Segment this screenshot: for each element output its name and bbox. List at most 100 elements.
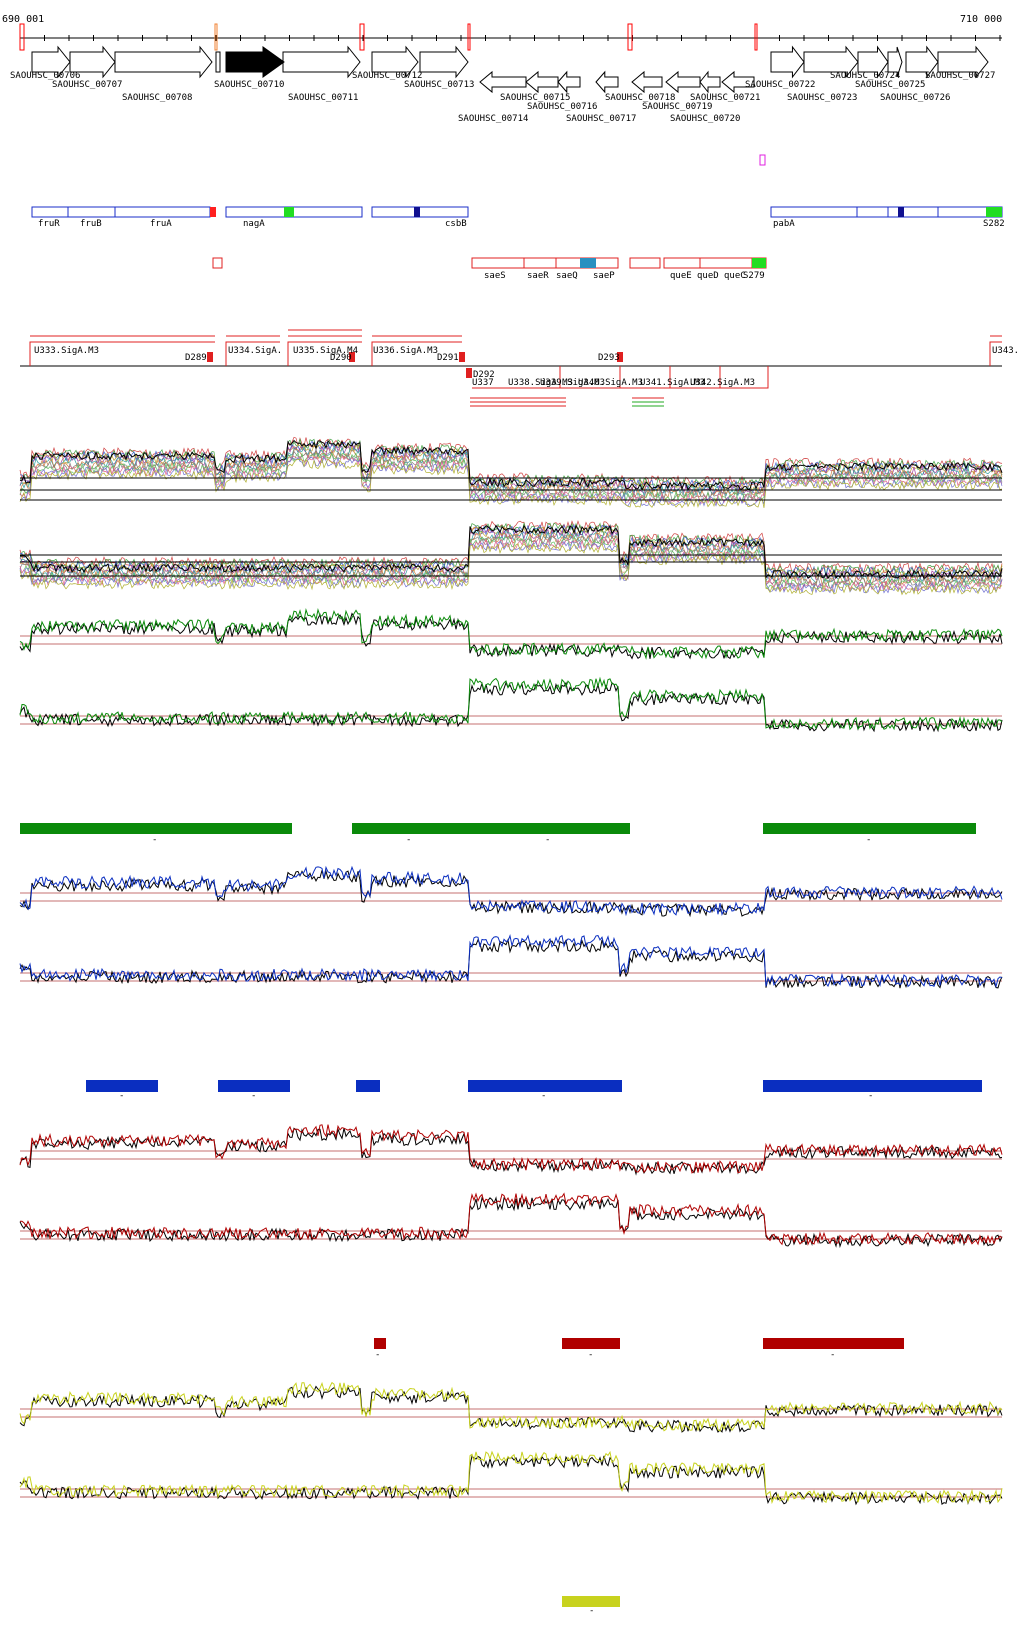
orf-label[interactable]: SAOUHSC_00715 — [500, 93, 571, 103]
terminator-marker — [349, 352, 355, 362]
gene-label[interactable]: saeQ — [556, 271, 578, 281]
orf-label[interactable]: SAOUHSC_00712 — [352, 71, 423, 81]
magenta-marker — [759, 154, 766, 166]
ruler-marker — [19, 23, 25, 51]
terminator-label[interactable]: D291 — [437, 353, 459, 363]
promoter-label[interactable]: U340.SigA.M3 — [578, 378, 644, 388]
gene-feature-green — [986, 207, 1002, 217]
signal-line-condition — [19, 1450, 1003, 1505]
condition-bar — [763, 1080, 982, 1092]
orf-label[interactable]: SAOUHSC_00720 — [670, 114, 741, 124]
promoter-label[interactable]: U335.SigA.M4 — [293, 346, 359, 356]
orf-arrow-forward — [69, 45, 116, 79]
orf-label[interactable]: SAOUHSC_00706 — [10, 71, 81, 81]
orf-label[interactable]: SAOUHSC_00726 — [880, 93, 951, 103]
orf-label[interactable]: SAOUHSC_00724 — [830, 71, 901, 81]
orf-label[interactable]: SAOUHSC_00710 — [214, 80, 285, 90]
gene-label[interactable]: saeP — [593, 271, 615, 281]
condition-bar — [562, 1596, 620, 1607]
orf-label[interactable]: SAOUHSC_00718 — [605, 93, 676, 103]
promoter-reverse — [720, 366, 769, 389]
condition-bar-mark: - — [251, 1091, 257, 1101]
gene-label[interactable]: S282 — [983, 219, 1005, 229]
gene-label[interactable]: queC — [724, 271, 746, 281]
orf-label[interactable]: SAOUHSC_00727 — [925, 71, 996, 81]
condition-bar — [374, 1338, 386, 1349]
signal-line-multicolor — [19, 450, 1003, 501]
signal-line-reference — [19, 869, 1003, 918]
orf-label[interactable]: SAOUHSC_00721 — [690, 93, 761, 103]
terminator-marker — [617, 352, 623, 362]
gene-label[interactable]: fruB — [80, 219, 102, 229]
orf-label[interactable]: SAOUHSC_00711 — [288, 93, 359, 103]
promoter-label[interactable]: U342.SigA.M3 — [690, 378, 756, 388]
terminator-label[interactable]: D292 — [473, 370, 495, 380]
orf-label[interactable]: SAOUHSC_00713 — [404, 80, 475, 90]
signal-line-multicolor — [19, 534, 1003, 588]
orf-label[interactable]: SAOUHSC_00725 — [855, 80, 926, 90]
orf-arrow-reverse — [525, 70, 559, 94]
orf-arrow-forward — [905, 45, 939, 79]
orf-label[interactable]: SAOUHSC_00707 — [52, 80, 123, 90]
gene-label[interactable]: saeR — [527, 271, 549, 281]
orf-label[interactable]: SAOUHSC_00723 — [787, 93, 858, 103]
promoter-label[interactable]: U343. — [992, 346, 1020, 356]
condition-bar-mark: - — [868, 1091, 874, 1101]
gene-label[interactable]: fruR — [38, 219, 60, 229]
gene-label[interactable]: S279 — [743, 271, 765, 281]
orf-arrow-forward — [419, 45, 469, 79]
signal-line-condition — [19, 676, 1003, 731]
gene-label[interactable]: pabA — [773, 219, 795, 229]
promoter-forward — [371, 341, 462, 366]
orf-arrow-reverse — [595, 70, 619, 94]
signal-line-multicolor — [19, 535, 1003, 591]
gene-label[interactable]: fruA — [150, 219, 172, 229]
gene-box-forward — [114, 206, 211, 218]
promoter-label[interactable]: U336.SigA.M3 — [373, 346, 439, 356]
gene-box-forward — [31, 206, 69, 218]
condition-bar-mark: - — [119, 1091, 125, 1101]
signal-line-multicolor — [19, 532, 1003, 587]
orf-label[interactable]: SAOUHSC_00722 — [745, 80, 816, 90]
promoter-label[interactable]: U333.SigA.M3 — [34, 346, 100, 356]
gene-feature-dark — [414, 207, 420, 217]
gene-box-forward — [887, 206, 939, 218]
signal-line-multicolor — [19, 519, 1003, 575]
signal-line-condition — [19, 607, 1003, 660]
promoter-label[interactable]: U334.SigA. — [228, 346, 283, 356]
promoter-label[interactable]: U337 — [472, 378, 494, 388]
promoter-forward — [989, 341, 1002, 366]
orf-label[interactable]: SAOUHSC_00719 — [642, 102, 713, 112]
coordinate-end: 710 000 — [960, 14, 1003, 25]
gene-label[interactable]: nagA — [243, 219, 265, 229]
signal-line-condition — [19, 1381, 1003, 1433]
gene-box-reverse — [523, 257, 557, 269]
promoter-label[interactable]: U338.SigA.M3 — [508, 378, 574, 388]
promoter-forward — [225, 341, 280, 366]
orf-arrow-reverse — [699, 70, 721, 94]
promoter-forward — [287, 341, 362, 366]
condition-bar — [562, 1338, 620, 1349]
promoter-label[interactable]: U339.SigA.M3 — [540, 378, 606, 388]
condition-bar-mark: - — [152, 835, 158, 845]
gene-box-reverse — [629, 257, 661, 269]
promoter-label[interactable]: U341.SigA.M3 — [640, 378, 706, 388]
signal-line-reference — [19, 681, 1003, 733]
gene-box-forward — [67, 206, 116, 218]
orf-label[interactable]: SAOUHSC_00716 — [527, 102, 598, 112]
gene-label[interactable]: saeS — [484, 271, 506, 281]
gene-box-forward — [856, 206, 889, 218]
signal-line-multicolor — [19, 521, 1003, 576]
gene-label[interactable]: csbB — [445, 219, 467, 229]
gene-label[interactable]: queD — [697, 271, 719, 281]
orf-label[interactable]: SAOUHSC_00714 — [458, 114, 529, 124]
condition-bar — [20, 823, 292, 834]
gene-label[interactable]: queE — [670, 271, 692, 281]
terminator-label[interactable]: D293 — [598, 353, 620, 363]
terminator-label[interactable]: D290 — [330, 353, 352, 363]
orf-label[interactable]: SAOUHSC_00717 — [566, 114, 637, 124]
orf-label[interactable]: SAOUHSC_00708 — [122, 93, 193, 103]
terminator-label[interactable]: D289 — [185, 353, 207, 363]
condition-bar-mark: - — [375, 1350, 381, 1360]
orf-arrow-small — [215, 51, 221, 73]
